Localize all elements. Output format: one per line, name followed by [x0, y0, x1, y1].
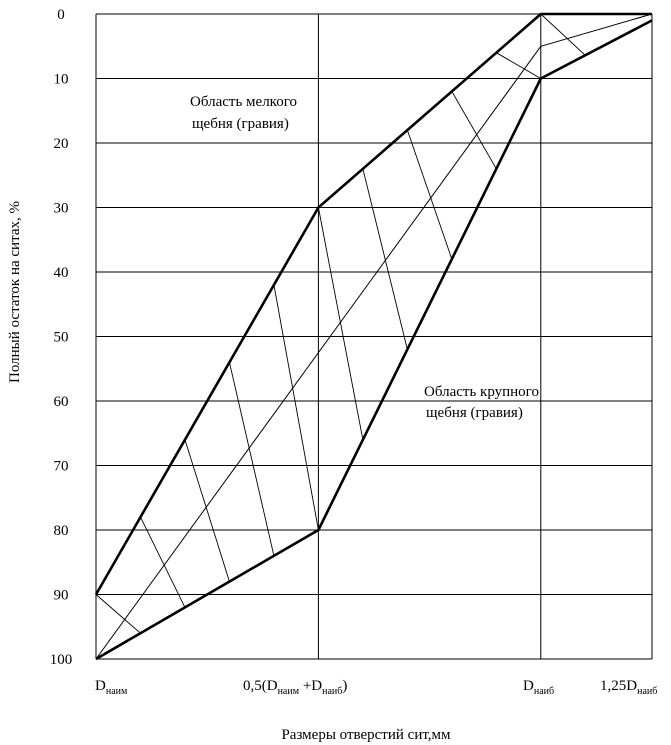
coarse-region-line-1: Область крупного	[424, 384, 539, 400]
x-tick-subscript: наим	[278, 686, 300, 697]
hatch-line	[95, 594, 141, 634]
upper-boundary-line	[94, 12, 652, 596]
x-tick-label: Dнаим	[95, 678, 128, 697]
y-tick-label: 100	[50, 652, 73, 668]
y-axis-title: Полный остаток на ситах, %	[7, 201, 23, 383]
fine-region-line-2: щебня (гравия)	[192, 116, 289, 132]
y-tick-label: 20	[54, 136, 69, 152]
y-tick-label: 0	[57, 7, 65, 23]
hatch-line	[317, 207, 364, 440]
y-tick-label: 30	[54, 201, 69, 217]
coarse-region-line-2: щебня (гравия)	[426, 405, 523, 421]
middle-line-line	[95, 13, 653, 660]
y-tick-label: 10	[54, 72, 69, 88]
x-tick-label: 0,5(Dнаим +Dнаиб)	[243, 678, 347, 697]
y-tick-labels: 0 10 20 30 40 50 60 70 80 90 100	[50, 7, 73, 668]
hatch-line	[451, 91, 497, 170]
x-tick-labels: Dнаим 0,5(Dнаим +Dнаиб) Dнаиб 1,25Dнаиб	[95, 678, 657, 697]
hatch-line	[229, 362, 275, 556]
y-tick-label: 40	[54, 265, 69, 281]
x-tick-text: D	[95, 678, 106, 694]
hatch-line	[362, 168, 408, 350]
hatch-lines	[95, 13, 586, 634]
y-tick-label: 60	[54, 394, 69, 410]
fine-region-label: Область мелкого щебня (гравия)	[190, 94, 301, 132]
x-tick-label: Dнаиб	[523, 678, 554, 697]
x-tick-subscript: наиб	[534, 686, 554, 697]
hatch-line	[184, 439, 230, 582]
x-tick-text: +D	[299, 678, 322, 694]
hatch-line	[140, 516, 186, 608]
y-tick-label: 70	[54, 459, 69, 475]
y-tick-label: 90	[54, 588, 69, 604]
x-tick-text: 0,5(D	[243, 678, 278, 694]
grid	[95, 13, 653, 660]
x-tick-subscript: наиб	[637, 686, 657, 697]
x-tick-text: D	[523, 678, 534, 694]
lower-boundary-line	[95, 19, 653, 661]
fine-region-line-1: Область мелкого	[190, 94, 297, 110]
x-tick-subscript: наиб	[322, 686, 342, 697]
coarse-region-label: Область крупного щебня (гравия)	[424, 384, 543, 421]
hatch-line	[406, 129, 453, 260]
x-tick-label: 1,25Dнаиб	[600, 678, 657, 697]
series-lines	[94, 12, 653, 661]
y-tick-label: 80	[54, 523, 69, 539]
hatch-line	[273, 284, 319, 531]
x-tick-subscript: наим	[106, 686, 128, 697]
x-tick-text: 1,25D	[600, 678, 637, 694]
y-tick-label: 50	[54, 330, 69, 346]
x-tick-text: )	[342, 678, 347, 694]
hatch-line	[540, 13, 586, 56]
hatch-line	[496, 52, 542, 79]
x-axis-title: Размеры отверстий сит,мм	[281, 727, 451, 743]
